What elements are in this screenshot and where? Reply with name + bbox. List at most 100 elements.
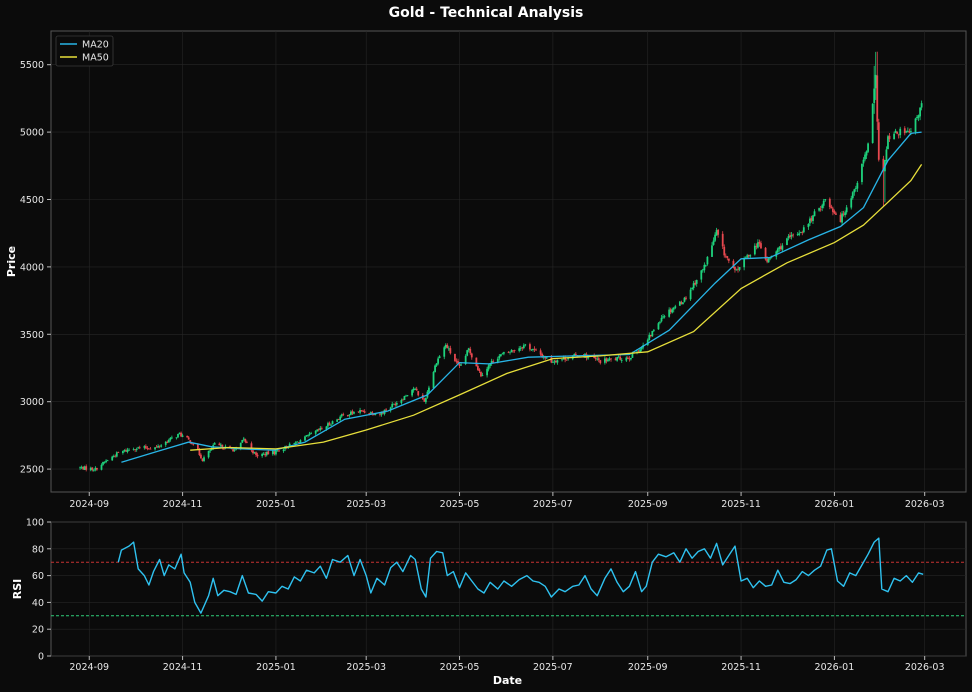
candle-body: [275, 450, 277, 455]
rsi-ylabel: RSI: [11, 579, 24, 600]
candle-body: [492, 361, 495, 363]
candle-body: [434, 365, 436, 373]
candle-body: [200, 454, 202, 459]
rsi-xtick-label: 2025-09: [628, 662, 668, 673]
candle-body: [781, 245, 784, 250]
candle-body: [412, 388, 415, 391]
rsi-ytick-label: 40: [32, 598, 44, 609]
candle-body: [454, 353, 456, 361]
candle-body: [727, 258, 730, 261]
candle-body: [417, 391, 420, 396]
candle-body: [553, 361, 556, 363]
candle-body: [841, 213, 843, 223]
price-ytick-label: 2500: [20, 465, 44, 476]
candle-body: [885, 149, 888, 162]
candle-body: [213, 443, 216, 445]
candle-body: [545, 357, 548, 359]
candle-body: [703, 264, 706, 271]
candle-body: [221, 444, 224, 449]
candle-body: [94, 467, 97, 470]
candle-body: [481, 375, 484, 376]
candle-body: [435, 363, 438, 366]
candle-body: [241, 439, 244, 443]
candle-body: [437, 358, 440, 364]
price-ytick-label: 4000: [20, 262, 44, 273]
candle-body: [317, 429, 320, 431]
candle-body: [233, 449, 236, 451]
rsi-xtick-label: 2025-07: [533, 662, 573, 673]
candle-body: [561, 359, 563, 361]
candle-body: [769, 257, 772, 259]
candle-body: [877, 122, 880, 160]
candle-body: [478, 369, 481, 372]
candle-body: [899, 128, 902, 136]
candle-body: [607, 359, 609, 362]
candle-body: [646, 339, 649, 346]
rsi-xtick-label: 2025-03: [346, 662, 386, 673]
candle-body: [438, 356, 441, 358]
candle-body: [394, 403, 397, 406]
candle-body: [265, 451, 268, 456]
price-xtick-label: 2024-09: [69, 499, 109, 510]
candle-body: [218, 443, 221, 446]
candle-body: [155, 446, 158, 448]
candle-body: [115, 452, 118, 457]
candle-body: [476, 366, 479, 370]
candle-body: [853, 189, 856, 193]
candle-body: [605, 358, 608, 362]
price-xtick-label: 2025-11: [721, 499, 761, 510]
candle-body: [467, 348, 470, 351]
candle-body: [726, 256, 729, 259]
candle-body: [276, 450, 279, 452]
candle-body: [91, 467, 94, 470]
candle-body: [106, 460, 109, 462]
candle-body: [423, 399, 426, 402]
candle-body: [351, 411, 354, 414]
candle-body: [625, 357, 628, 361]
rsi-xtick-label: 2025-05: [440, 662, 480, 673]
candle-body: [282, 449, 285, 452]
candle-body: [810, 218, 813, 221]
candle-body: [464, 355, 467, 365]
candle-body: [640, 347, 643, 350]
candle-body: [819, 208, 822, 210]
candle-body: [382, 412, 384, 414]
candle-body: [919, 107, 921, 117]
candle-body: [685, 297, 687, 299]
candle-body: [910, 131, 912, 132]
candle-body: [802, 227, 805, 233]
candle-body: [123, 450, 126, 452]
candle-body: [807, 223, 810, 228]
rsi-ytick-label: 60: [32, 571, 44, 582]
candle-body: [105, 460, 107, 463]
candle-body: [631, 352, 634, 358]
candle-body: [920, 103, 923, 108]
candle-body: [887, 136, 889, 150]
candle-body: [308, 433, 311, 435]
candle-body: [833, 210, 836, 214]
candle-body: [821, 205, 824, 208]
candle-body: [178, 432, 181, 434]
rsi-xtick-label: 2025-11: [721, 662, 761, 673]
ma50-line: [190, 164, 923, 451]
candle-body: [712, 240, 715, 245]
candle-body: [154, 447, 156, 450]
candle-body: [533, 348, 536, 350]
candle-body: [565, 359, 568, 361]
candle-body: [287, 447, 290, 449]
candle-body: [180, 432, 182, 437]
candle-body: [169, 437, 172, 440]
price-ytick-label: 4500: [20, 195, 44, 206]
candle-body: [405, 395, 407, 397]
candle-body: [395, 402, 398, 405]
candle-body: [678, 301, 681, 306]
candle-body: [896, 131, 899, 134]
candle-body: [760, 243, 762, 249]
candle-body: [757, 242, 759, 248]
candle-body: [507, 351, 510, 353]
candle-body: [790, 234, 793, 237]
candle-body: [916, 116, 918, 119]
candle-body: [256, 454, 259, 457]
candle-body: [510, 349, 513, 353]
rsi-ytick-label: 100: [26, 518, 44, 529]
